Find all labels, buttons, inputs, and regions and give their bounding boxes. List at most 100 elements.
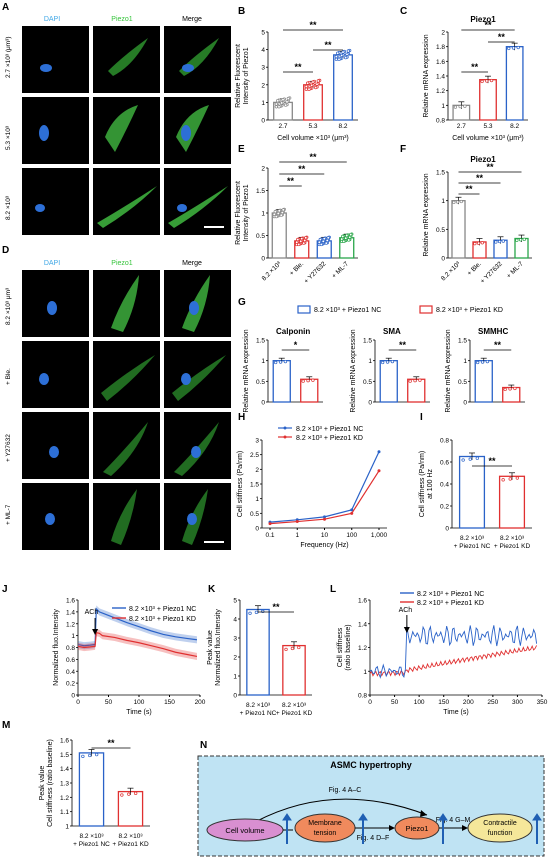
significance-marker: **: [488, 456, 496, 466]
y-axis-label: Relative Fluorescent: [235, 44, 242, 108]
y-tick-label: 3: [233, 636, 237, 643]
y-tick-label: 1.5: [256, 188, 265, 195]
micrograph-piezo1: [93, 168, 160, 235]
x-tick-label: + Y27632: [303, 260, 328, 285]
y-tick-label: 1: [65, 824, 69, 831]
y-tick-label: 0: [233, 693, 237, 700]
data-point: [316, 79, 320, 83]
y-tick-label: 2.5: [250, 452, 259, 459]
data-point: [473, 242, 477, 246]
y-tick-label: 4: [233, 617, 237, 624]
data-point: [390, 359, 395, 364]
significance-marker: **: [272, 602, 280, 612]
legend-label: 8.2 ×10³ + Piezo1 KD: [296, 435, 363, 442]
y-tick-label: 1: [363, 669, 367, 676]
y-tick-label: 0: [368, 400, 372, 407]
data-point: [324, 241, 328, 245]
y-axis-label: Relative mRNA expression: [243, 329, 250, 412]
data-point: [286, 96, 290, 101]
y-tick-label: 1.4: [60, 766, 69, 773]
data-point: [344, 236, 348, 240]
y-tick-label: 1.4: [66, 609, 75, 616]
diagram-title: ASMC hypertrophy: [330, 760, 412, 770]
chart-title: SMA: [383, 327, 401, 336]
y-tick-label: 0: [261, 400, 265, 407]
significance-marker: **: [294, 62, 302, 72]
legend-label: 8.2 ×10³ + Piezo1 NC: [314, 307, 381, 314]
y-tick-label: 0: [441, 256, 445, 263]
annotation-arrowhead: [403, 627, 410, 633]
data-point: [278, 360, 283, 364]
x-tick-label: 8.2 ×10³: [118, 833, 143, 840]
data-point: [340, 237, 344, 241]
y-tick-label: 2: [261, 166, 265, 173]
data-point: [295, 240, 299, 244]
legend-swatch: [297, 305, 311, 314]
panel-label: H: [238, 412, 245, 423]
y-tick-label: 1: [261, 358, 265, 365]
y-tick-label: 0.8: [440, 438, 449, 445]
data-point: [480, 79, 484, 84]
y-tick-label: 1.1: [60, 809, 69, 816]
micrograph-dapi: [22, 270, 89, 337]
data-point: [297, 242, 301, 247]
y-tick-label: 1.4: [436, 74, 445, 81]
data-point: [134, 791, 138, 795]
data-point: [274, 102, 279, 106]
y-axis-label: Relative mRNA expression: [423, 34, 430, 117]
up-arrows: [282, 813, 542, 844]
data-point: [463, 104, 467, 108]
chart-title: Piezo1: [470, 155, 496, 164]
data-point: [310, 83, 314, 87]
bar: [474, 360, 493, 403]
data-point: [297, 645, 301, 650]
significance-marker: **: [298, 164, 306, 174]
x-tick-label: 300: [512, 699, 523, 706]
chart-title: Calponin: [276, 327, 310, 336]
y-tick-label: 0.5: [256, 379, 265, 386]
x-tick-label: 100: [414, 699, 425, 706]
y-tick-label: 0: [261, 256, 265, 263]
x-tick-label: 8.2 ×10³: [246, 702, 271, 709]
significance-marker: **: [486, 162, 494, 172]
data-point: [322, 236, 326, 241]
y-tick-label: 2: [255, 467, 259, 474]
y-tick-label: 0: [71, 693, 75, 700]
data-point: [268, 522, 272, 526]
x-tick-label: + Piezo1 KD: [112, 841, 149, 848]
micrograph-dapi: [22, 483, 89, 550]
data-point: [284, 647, 288, 652]
micrograph-dapi: [22, 26, 89, 93]
x-tick-label: 2.7: [278, 123, 287, 130]
legend-label: 8.2 ×10³ + Piezo1 KD: [417, 600, 484, 607]
y-tick-label: 1.5: [60, 752, 69, 759]
significance-marker: **: [107, 738, 115, 748]
data-point: [273, 209, 277, 214]
node-label-piezo1: Piezo1: [406, 824, 429, 833]
y-tick-label: 1.8: [436, 44, 445, 51]
data-point: [274, 360, 278, 365]
micrograph-merge: [164, 483, 231, 550]
data-point: [349, 232, 353, 237]
data-point: [281, 97, 285, 102]
data-point: [346, 49, 350, 53]
bar: [117, 790, 144, 827]
scale-bar: [204, 541, 224, 543]
micrograph-merge: [164, 270, 231, 337]
panel-label: J: [2, 584, 8, 595]
legend-label: 8.2 ×10³ + Piezo1 NC: [296, 426, 363, 433]
y-tick-label: 0: [261, 118, 265, 125]
significance-marker: **: [484, 20, 492, 30]
micrograph-piezo1: [93, 26, 160, 93]
micrograph-dapi: [22, 341, 89, 408]
y-tick-label: 1.5: [458, 338, 467, 345]
y-tick-label: 0.8: [436, 118, 445, 125]
y-tick-label: 1.3: [60, 781, 69, 788]
data-point: [337, 57, 341, 61]
panel-label: F: [400, 144, 406, 155]
data-point: [323, 517, 326, 521]
x-tick-label: + Piezo1 KD: [276, 710, 313, 717]
y-axis-label: Cell stiffness: [337, 627, 344, 667]
data-point: [277, 209, 281, 213]
